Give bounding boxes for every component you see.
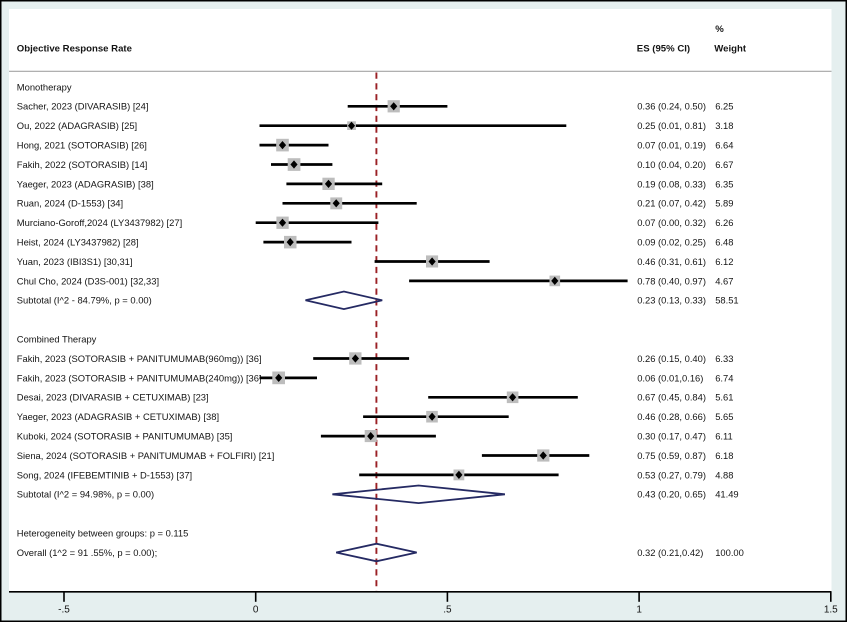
svg-text:ES (95% CI): ES (95% CI) (637, 43, 690, 54)
svg-text:0.21 (0.07, 0.42): 0.21 (0.07, 0.42) (637, 198, 706, 209)
svg-text:0.67 (0.45, 0.84): 0.67 (0.45, 0.84) (637, 392, 706, 403)
svg-text:Fakih, 2023 (SOTORASIB + PANIT: Fakih, 2023 (SOTORASIB + PANITUMUMAB(960… (17, 353, 262, 364)
svg-text:Chul Cho, 2024 (D3S-001) [32,3: Chul Cho, 2024 (D3S-001) [32,33] (17, 275, 159, 286)
svg-text:Subtotal (I^2 = 94.98%, p = 0.: Subtotal (I^2 = 94.98%, p = 0.00) (17, 489, 154, 500)
svg-text:Yuan, 2023 (IBI3S1) [30,31]: Yuan, 2023 (IBI3S1) [30,31] (17, 256, 133, 267)
svg-text:5.65: 5.65 (715, 411, 733, 422)
svg-text:4.88: 4.88 (715, 469, 733, 480)
svg-text:0.06 (0.01,0.16): 0.06 (0.01,0.16) (637, 372, 703, 383)
svg-text:6.26: 6.26 (715, 217, 733, 228)
svg-text:1.5: 1.5 (824, 604, 838, 615)
svg-text:Kuboki, 2024 (SOTORASIB + PANI: Kuboki, 2024 (SOTORASIB + PANITUMUMAB) [… (17, 431, 233, 442)
svg-text:Siena, 2024 (SOTORASIB + PANIT: Siena, 2024 (SOTORASIB + PANITUMUMAB + F… (17, 450, 275, 461)
svg-text:Subtotal (I^2 - 84.79%, p = 0.: Subtotal (I^2 - 84.79%, p = 0.00) (17, 295, 152, 306)
svg-text:Monotherapy: Monotherapy (17, 81, 72, 92)
svg-text:.5: .5 (443, 604, 452, 615)
svg-text:6.18: 6.18 (715, 450, 733, 461)
svg-text:Ou, 2022 (ADAGRASIB) [25]: Ou, 2022 (ADAGRASIB) [25] (17, 120, 137, 131)
svg-text:Heist, 2024 (LY3437982) [28]: Heist, 2024 (LY3437982) [28] (17, 237, 139, 248)
svg-text:3.18: 3.18 (715, 120, 733, 131)
svg-text:Hong, 2021 (SOTORASIB) [26]: Hong, 2021 (SOTORASIB) [26] (17, 140, 147, 151)
svg-text:Yaeger, 2023 (ADAGRASIB) [38]: Yaeger, 2023 (ADAGRASIB) [38] (17, 178, 154, 189)
svg-text:0.53 (0.27, 0.79): 0.53 (0.27, 0.79) (637, 469, 706, 480)
svg-text:0.25 (0.01, 0.81): 0.25 (0.01, 0.81) (637, 120, 706, 131)
svg-text:0.07 (0.00, 0.32): 0.07 (0.00, 0.32) (637, 217, 706, 228)
svg-text:0.10 (0.04, 0.20): 0.10 (0.04, 0.20) (637, 159, 706, 170)
svg-text:Sacher, 2023 (DIVARASIB) [24]: Sacher, 2023 (DIVARASIB) [24] (17, 101, 149, 112)
svg-text:0.23 (0.13, 0.33): 0.23 (0.13, 0.33) (637, 295, 706, 306)
svg-text:Fakih, 2022 (SOTORASIB) [14]: Fakih, 2022 (SOTORASIB) [14] (17, 159, 148, 170)
svg-text:Overall (1^2 = 91 .55%, p = 0.: Overall (1^2 = 91 .55%, p = 0.00); (17, 547, 157, 558)
svg-text:1: 1 (636, 604, 642, 615)
svg-text:Heterogeneity between groups:: Heterogeneity between groups: p = 0.115 (17, 528, 189, 539)
svg-text:Yaeger, 2023 (ADAGRASIB + CETU: Yaeger, 2023 (ADAGRASIB + CETUXIMAB) [38… (17, 411, 219, 422)
svg-text:Objective Response Rate: Objective Response Rate (17, 43, 132, 54)
svg-text:6.33: 6.33 (715, 353, 733, 364)
svg-text:Desai, 2023 (DIVARASIB + CETUX: Desai, 2023 (DIVARASIB + CETUXIMAB) [23] (17, 392, 209, 403)
svg-text:Weight: Weight (714, 43, 747, 54)
svg-text:0.36 (0.24, 0.50): 0.36 (0.24, 0.50) (637, 101, 706, 112)
svg-text:0.30 (0.17, 0.47): 0.30 (0.17, 0.47) (637, 431, 706, 442)
svg-text:0.19 (0.08, 0.33): 0.19 (0.08, 0.33) (637, 178, 706, 189)
svg-text:6.48: 6.48 (715, 237, 733, 248)
svg-text:0.46 (0.28, 0.66): 0.46 (0.28, 0.66) (637, 411, 706, 422)
svg-text:58.51: 58.51 (715, 295, 738, 306)
svg-text:Murciano-Goroff,2024 (LY343798: Murciano-Goroff,2024 (LY3437982) [27] (17, 217, 182, 228)
svg-text:6.74: 6.74 (715, 372, 733, 383)
svg-text:0.26 (0.15, 0.40): 0.26 (0.15, 0.40) (637, 353, 706, 364)
svg-text:5.89: 5.89 (715, 198, 733, 209)
svg-text:41.49: 41.49 (715, 489, 738, 500)
svg-text:6.64: 6.64 (715, 140, 733, 151)
svg-text:0.75 (0.59, 0.87): 0.75 (0.59, 0.87) (637, 450, 706, 461)
svg-text:-.5: -.5 (58, 604, 70, 615)
svg-text:Song, 2024 (IFEBEMTINIB + D-15: Song, 2024 (IFEBEMTINIB + D-1553) [37] (17, 469, 192, 480)
svg-text:6.67: 6.67 (715, 159, 733, 170)
svg-text:4.67: 4.67 (715, 275, 733, 286)
svg-text:Fakih, 2023 (SOTORASIB + PANIT: Fakih, 2023 (SOTORASIB + PANITUMUMAB(240… (17, 372, 262, 383)
svg-text:0.46 (0.31, 0.61): 0.46 (0.31, 0.61) (637, 256, 706, 267)
svg-text:0.43 (0.20, 0.65): 0.43 (0.20, 0.65) (637, 489, 706, 500)
svg-text:6.11: 6.11 (715, 431, 733, 442)
svg-text:0.07 (0.01, 0.19): 0.07 (0.01, 0.19) (637, 140, 706, 151)
svg-text:0.09 (0.02, 0.25): 0.09 (0.02, 0.25) (637, 237, 706, 248)
svg-text:5.61: 5.61 (715, 392, 733, 403)
svg-text:6.12: 6.12 (715, 256, 733, 267)
svg-text:6.25: 6.25 (715, 101, 733, 112)
svg-text:100.00: 100.00 (715, 547, 744, 558)
svg-text:0.32 (0.21,0.42): 0.32 (0.21,0.42) (637, 547, 703, 558)
svg-text:%: % (715, 24, 724, 35)
svg-text:6.35: 6.35 (715, 178, 733, 189)
svg-text:Combined Therapy: Combined Therapy (17, 334, 97, 345)
svg-text:Ruan, 2024 (D-1553) [34]: Ruan, 2024 (D-1553) [34] (17, 198, 123, 209)
svg-text:0.78 (0.40, 0.97): 0.78 (0.40, 0.97) (637, 275, 706, 286)
svg-text:0: 0 (253, 604, 259, 615)
